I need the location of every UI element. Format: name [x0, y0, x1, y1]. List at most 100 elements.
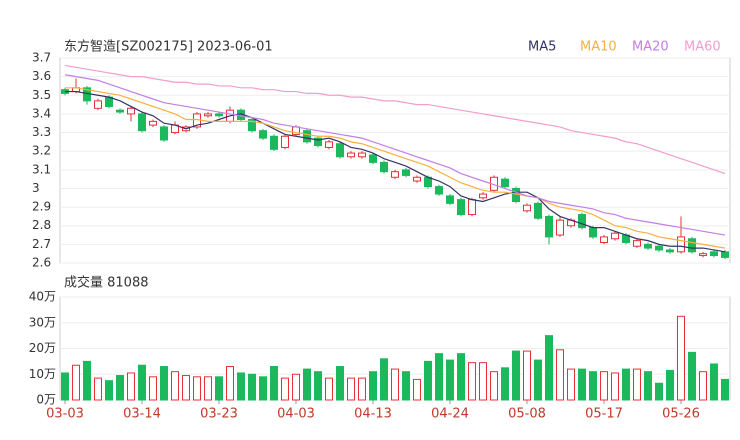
- y-tick-label: 3.2: [32, 144, 51, 158]
- volume-bar: [347, 377, 355, 401]
- candle-body: [545, 215, 553, 238]
- candle-body: [633, 240, 641, 247]
- volume-bar: [171, 371, 179, 401]
- candle-body: [248, 119, 256, 132]
- candle-body: [380, 161, 388, 173]
- candle-body: [281, 135, 289, 148]
- volume-tick-label: 10万: [29, 367, 56, 381]
- x-tick-label: 03-14: [123, 407, 161, 422]
- ma-line: [64, 64, 726, 175]
- candle-body: [358, 152, 366, 158]
- candle-body: [644, 243, 652, 249]
- volume-tick-label: 40万: [29, 290, 56, 304]
- volume-tick-label: 0万: [36, 393, 56, 407]
- volume-bar: [369, 371, 377, 401]
- volume-bar: [479, 362, 487, 401]
- volume-bar: [270, 366, 278, 401]
- candle-body: [215, 113, 223, 117]
- volume-bar: [215, 376, 223, 401]
- volume-bar: [182, 375, 190, 401]
- volume-tick-label: 20万: [29, 341, 56, 355]
- candle-body: [721, 251, 729, 258]
- x-tick-label: 05-26: [662, 407, 700, 422]
- candle-body: [391, 171, 399, 178]
- ma-line: [64, 74, 726, 236]
- x-tick-label: 04-13: [354, 407, 392, 422]
- volume-bar: [578, 368, 586, 401]
- candle-body: [523, 204, 531, 212]
- volume-bar: [281, 377, 289, 401]
- candle-body: [94, 100, 102, 109]
- candle-body: [699, 253, 707, 257]
- volume-bar: [490, 371, 498, 401]
- volume-bar: [160, 366, 168, 401]
- volume-bar: [688, 351, 696, 401]
- candle-body: [600, 236, 608, 243]
- volume-bar: [655, 382, 663, 401]
- volume-bar: [314, 371, 322, 401]
- chart-title: 东方智造[SZ002175] 2023-06-01: [64, 39, 273, 55]
- candle-body: [710, 251, 718, 257]
- x-tick-label: 05-08: [508, 407, 546, 422]
- volume-bar: [303, 368, 311, 401]
- x-tick-label: 04-03: [277, 407, 315, 422]
- volume-tick-label: 30万: [29, 315, 56, 329]
- candle-body: [655, 245, 663, 251]
- ma-line: [65, 90, 726, 253]
- volume-bar: [391, 368, 399, 401]
- volume-bar: [468, 362, 476, 401]
- volume-bar: [83, 360, 91, 401]
- volume-bar: [710, 363, 718, 401]
- volume-bar: [534, 359, 542, 401]
- candle-body: [402, 169, 410, 176]
- volume-bar: [61, 372, 69, 401]
- y-tick-label: 2.6: [32, 256, 51, 270]
- y-tick-label: 3.7: [32, 51, 51, 65]
- candle-body: [677, 236, 685, 253]
- candle-body: [501, 178, 509, 188]
- volume-bar: [721, 378, 729, 401]
- y-tick-label: 3.3: [32, 125, 51, 139]
- volume-bar: [677, 315, 685, 401]
- candle-body: [435, 186, 443, 195]
- volume-bar: [633, 368, 641, 401]
- candle-body: [589, 227, 597, 238]
- volume-bar: [545, 335, 553, 401]
- volume-bar: [424, 360, 432, 401]
- volume-bar: [248, 373, 256, 401]
- volume-bar: [589, 371, 597, 401]
- volume-bar: [611, 372, 619, 401]
- ma-line: [65, 87, 726, 249]
- candle-body: [688, 238, 696, 253]
- candle-body: [314, 137, 322, 147]
- volume-bar: [644, 371, 652, 401]
- candle-body: [666, 249, 674, 253]
- candle-body: [578, 214, 586, 229]
- volume-bar: [336, 366, 344, 401]
- volume-bar: [556, 349, 564, 401]
- legend-label: MA10: [580, 40, 617, 55]
- x-tick-label: 03-23: [200, 407, 238, 422]
- y-tick-label: 2.9: [32, 200, 51, 214]
- price-frame: [59, 57, 731, 264]
- candle-body: [160, 126, 168, 141]
- volume-bar: [94, 377, 102, 401]
- x-tick-label: 05-17: [585, 407, 623, 422]
- volume-bar: [204, 376, 212, 401]
- volume-bar: [457, 353, 465, 401]
- candle-body: [149, 120, 157, 126]
- volume-bar: [237, 372, 245, 401]
- volume-bar: [699, 371, 707, 401]
- volume-bar: [105, 380, 113, 401]
- volume-title: 成交量 81088: [64, 275, 149, 291]
- candle-body: [611, 232, 619, 240]
- candle-body: [270, 135, 278, 150]
- candle-body: [336, 143, 344, 158]
- candle-body: [534, 202, 542, 219]
- candle-body: [138, 113, 146, 132]
- legend-label: MA5: [528, 40, 556, 55]
- volume-bar: [501, 367, 509, 401]
- y-tick-label: 3.4: [32, 106, 51, 120]
- volume-bar: [149, 376, 157, 401]
